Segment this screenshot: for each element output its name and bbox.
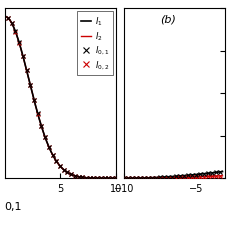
Text: (b): (b) <box>159 14 175 24</box>
Legend: $I_1$, $I_2$, $I_{0,1}$, $I_{0,2}$: $I_1$, $I_2$, $I_{0,1}$, $I_{0,2}$ <box>77 12 113 76</box>
Text: 0,1: 0,1 <box>5 202 22 211</box>
